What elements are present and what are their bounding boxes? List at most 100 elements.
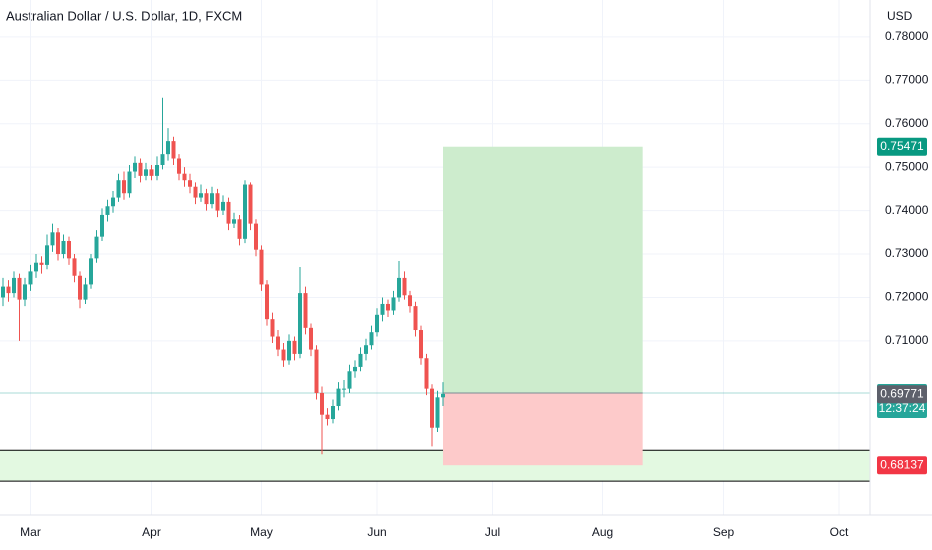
candle-body <box>292 340 297 354</box>
candle-body <box>193 186 198 198</box>
candle-body <box>281 349 286 361</box>
candle-body <box>166 141 170 155</box>
candle-body <box>303 293 308 328</box>
y-tick-label: 0.72000 <box>885 290 929 304</box>
x-tick-label: Apr <box>142 525 161 539</box>
candle-body <box>72 258 77 276</box>
candle-body <box>331 406 335 420</box>
chart-title: Australian Dollar / U.S. Dollar, 1D, FXC… <box>6 8 242 23</box>
candle-body <box>298 293 302 354</box>
candle-body <box>386 303 390 311</box>
candle-body <box>149 169 154 176</box>
candle-body <box>83 284 88 300</box>
candle-body <box>364 345 368 354</box>
candle-body <box>39 262 44 265</box>
candle-body <box>276 336 280 350</box>
candle-body <box>237 219 242 239</box>
y-tick-label: 0.73000 <box>885 246 929 260</box>
y-tick-label: 0.78000 <box>885 29 929 43</box>
candle-body <box>188 180 192 187</box>
candle-body <box>199 193 203 198</box>
average-price-badge <box>877 385 927 404</box>
y-tick-label: 0.71000 <box>885 333 929 347</box>
candle-body <box>369 332 374 346</box>
x-tick-label: Aug <box>592 525 613 539</box>
zone-band <box>0 450 870 482</box>
y-tick-label: 0.77000 <box>885 73 929 87</box>
x-tick-label: Sep <box>713 525 735 539</box>
candle-body <box>287 340 291 361</box>
candle-body <box>413 306 418 331</box>
plot-area <box>0 0 870 515</box>
candle-body <box>160 154 165 166</box>
candle-body <box>435 397 440 428</box>
candle-body <box>182 173 187 181</box>
candle-body <box>221 201 225 211</box>
candle-body <box>314 349 319 393</box>
candle-body <box>353 366 357 372</box>
candle-body <box>320 392 324 415</box>
candle-body <box>105 206 110 215</box>
candle-body <box>419 330 423 359</box>
loss-zone <box>443 392 643 466</box>
candle-body <box>144 169 148 176</box>
candle-body <box>226 201 231 224</box>
candle-body <box>347 371 352 389</box>
candle-body <box>270 319 275 337</box>
candle-body <box>100 214 104 237</box>
profit-zone <box>443 146 643 393</box>
candle-body <box>232 219 236 224</box>
candle-body <box>94 236 99 259</box>
stop-badge <box>877 456 927 475</box>
candle-body <box>375 314 379 333</box>
candle-body <box>45 245 49 265</box>
candle-body <box>248 184 253 224</box>
candle-body <box>441 393 445 398</box>
candle-body <box>265 284 269 320</box>
candle-body <box>78 275 82 300</box>
y-tick-label: 0.75000 <box>885 159 929 173</box>
candle-body <box>259 249 264 285</box>
candle-body <box>56 232 60 255</box>
y-tick-label: 0.76000 <box>885 116 929 130</box>
candle-body <box>111 197 115 207</box>
x-tick-label: Oct <box>830 525 849 539</box>
average-price-badge-label: 0.69771 <box>880 386 924 400</box>
candle-body <box>138 162 143 176</box>
candle-body <box>1 286 5 298</box>
candle-body <box>309 327 313 350</box>
candle-body <box>424 358 429 389</box>
candle-body <box>210 193 214 205</box>
y-tick-label: 0.74000 <box>885 203 929 217</box>
candle-body <box>67 240 71 259</box>
candle-body <box>116 180 121 198</box>
candle-body <box>430 388 434 428</box>
candle-body <box>380 303 385 315</box>
candle-body <box>408 295 412 307</box>
countdown-label: 12:37:24 <box>879 401 926 415</box>
candle-body <box>215 193 220 211</box>
candle-body <box>243 184 247 239</box>
candle-body <box>402 277 407 296</box>
candle-body <box>61 240 66 255</box>
candle-body <box>28 271 33 285</box>
x-tick-label: Jun <box>367 525 386 539</box>
candle-body <box>23 284 27 300</box>
candle-body <box>391 297 396 311</box>
x-tick-label: Mar <box>20 525 41 539</box>
candle-body <box>254 223 258 250</box>
candle-body <box>325 414 330 420</box>
candle-body <box>127 171 132 194</box>
candle-body <box>397 277 401 298</box>
x-tick-label: May <box>250 525 273 539</box>
candle-body <box>17 277 22 300</box>
candle-body <box>171 141 176 159</box>
candle-body <box>342 388 346 390</box>
candle-body <box>177 158 181 174</box>
candle-body <box>89 258 93 285</box>
stop-badge-label: 0.68137 <box>880 457 924 471</box>
x-tick-label: Jul <box>485 525 500 539</box>
candle-body <box>122 180 126 194</box>
target-badge <box>877 137 927 156</box>
